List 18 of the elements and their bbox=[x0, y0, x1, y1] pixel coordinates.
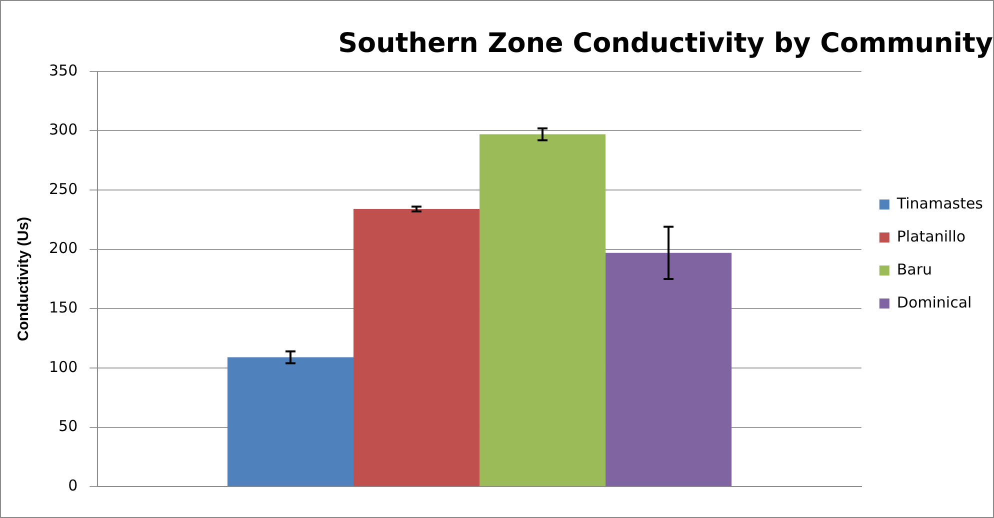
y-tick-label: 350 bbox=[48, 61, 78, 80]
legend-label: Baru bbox=[896, 260, 932, 278]
bar bbox=[353, 209, 480, 486]
y-tick-label: 250 bbox=[48, 180, 78, 198]
y-tick-label: 0 bbox=[68, 476, 78, 494]
bar bbox=[480, 134, 606, 486]
y-axis-title: Conductivity (Us) bbox=[15, 216, 32, 342]
y-tick-label: 50 bbox=[58, 417, 78, 436]
y-tick-label: 200 bbox=[48, 239, 78, 258]
bar bbox=[227, 357, 354, 486]
y-tick-label: 300 bbox=[48, 120, 78, 139]
bar bbox=[606, 252, 732, 486]
y-tick-label: 100 bbox=[48, 358, 78, 376]
legend-label: Tinamastes bbox=[896, 194, 984, 212]
y-tick-label: 150 bbox=[48, 298, 78, 317]
legend-label: Platanillo bbox=[896, 227, 966, 246]
chart-title: Southern Zone Conductivity by Community bbox=[338, 28, 994, 60]
legend-label: Dominical bbox=[896, 293, 972, 312]
